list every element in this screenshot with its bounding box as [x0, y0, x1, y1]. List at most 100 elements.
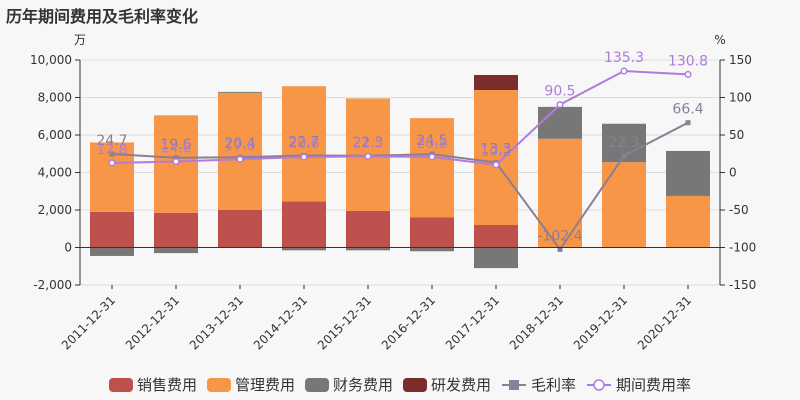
data-label-毛利率: 19.6 [160, 137, 191, 153]
bar-财务费用 [154, 247, 198, 254]
x-tick-label: 2019-12-31 [571, 293, 630, 352]
legend: 销售费用 管理费用 财务费用 研发费用 毛利率 期间费用率 [0, 374, 800, 396]
bar-管理费用 [666, 195, 710, 248]
data-label-期间费用率: 21.5 [352, 135, 383, 151]
legend-swatch [108, 377, 133, 392]
legend-label: 财务费用 [332, 376, 393, 394]
bar-财务费用 [410, 247, 454, 252]
x-tick-label: 2018-12-31 [507, 293, 566, 352]
data-label-毛利率: 24.7 [96, 133, 127, 149]
legend-item[interactable]: 期间费用率 [586, 374, 691, 395]
data-label-期间费用率: 20.8 [416, 136, 447, 152]
point-期间费用率 [684, 70, 692, 78]
bar-管理费用 [474, 90, 518, 225]
bar-销售费用 [154, 212, 198, 248]
data-label-期间费用率: 17.6 [224, 138, 255, 154]
point-毛利率 [173, 155, 179, 161]
y-left-tick-label: 0 [64, 241, 72, 255]
bar-财务费用 [474, 247, 518, 269]
point-毛利率 [621, 153, 627, 159]
bar-财务费用 [282, 247, 326, 251]
y-right-tick-label: 100 [729, 91, 752, 105]
y-left-tick-label: 10,000 [30, 53, 72, 67]
y-right-tick-label: -100 [729, 241, 756, 255]
x-tick-label: 2011-12-31 [59, 293, 118, 352]
point-期间费用率 [620, 67, 628, 75]
bar-管理费用 [218, 92, 262, 210]
bar-管理费用 [602, 162, 646, 248]
data-label-期间费用率: 90.5 [544, 84, 575, 100]
x-tick-label: 2013-12-31 [187, 293, 246, 352]
legend-label: 研发费用 [431, 376, 492, 394]
data-label-期间费用率: 10.2 [480, 144, 511, 160]
bar-销售费用 [346, 210, 390, 248]
lines [108, 67, 692, 252]
legend-swatch [206, 377, 231, 392]
bar-管理费用 [282, 86, 326, 202]
bar-销售费用 [410, 217, 454, 248]
point-期间费用率 [428, 153, 436, 161]
legend-label: 期间费用率 [616, 376, 692, 394]
data-label-毛利率: 24.5 [416, 133, 447, 149]
point-期间费用率 [492, 161, 500, 169]
y-right-tick-label: -150 [729, 278, 756, 292]
legend-item[interactable]: 财务费用 [304, 374, 393, 395]
y-left-tick-label: 4,000 [38, 166, 72, 180]
point-期间费用率 [108, 159, 116, 167]
point-期间费用率 [172, 158, 180, 166]
bar-销售费用 [474, 225, 518, 248]
bar-财务费用 [666, 150, 710, 196]
data-label-毛利率: 20.4 [224, 136, 255, 152]
y-right-tick-label: -50 [729, 203, 749, 217]
data-label-毛利率: 22.7 [288, 134, 319, 150]
x-tick-label: 2016-12-31 [379, 293, 438, 352]
y-axis-right: -150 -100 -50 0 50 100 150% [714, 33, 756, 292]
legend-item[interactable]: 销售费用 [108, 374, 197, 395]
data-label-毛利率: 13.3 [480, 142, 511, 158]
legend-label: 管理费用 [234, 376, 295, 394]
data-label-期间费用率: 135.3 [604, 50, 644, 66]
data-label-毛利率: -102.4 [537, 228, 582, 244]
point-毛利率 [557, 246, 563, 252]
legend-line-swatch [587, 378, 612, 391]
line-期间费用率 [111, 70, 689, 166]
bar-财务费用 [346, 247, 390, 251]
legend-swatch [403, 377, 427, 392]
bar-财务费用 [90, 247, 134, 256]
data-label-期间费用率: 14.6 [160, 141, 191, 157]
data-labels: 24.7 19.6 20.4 22.7 22.3 24.5 13.3 -102.4 22.3 66… [96, 50, 708, 244]
legend-label: 销售费用 [136, 376, 197, 394]
point-期间费用率 [364, 152, 372, 160]
legend-item[interactable]: 毛利率 [501, 374, 576, 395]
legend-item[interactable]: 管理费用 [206, 374, 295, 395]
legend-item[interactable]: 研发费用 [403, 374, 491, 395]
point-期间费用率 [236, 155, 244, 163]
y-left-tick-label: 8,000 [38, 91, 72, 105]
legend-swatch [304, 377, 329, 392]
bar-销售费用 [282, 201, 326, 248]
x-axis: 2011-12-31 2012-12-31 2013-12-31 2014-12-31… [59, 247, 720, 352]
x-tick-label: 2015-12-31 [315, 293, 374, 352]
point-毛利率 [109, 151, 115, 157]
point-毛利率 [685, 120, 691, 126]
y-right-tick-label: 0 [729, 166, 737, 180]
bar-财务费用 [218, 91, 262, 93]
legend-label: 毛利率 [531, 376, 577, 394]
bar-研发费用 [474, 75, 518, 90]
y-left-unit: 万 [74, 33, 86, 47]
point-期间费用率 [300, 153, 308, 161]
x-tick-label: 2017-12-31 [443, 293, 502, 352]
data-label-期间费用率: 130.8 [668, 53, 708, 69]
data-label-期间费用率: 20.6 [288, 136, 319, 152]
y-left-tick-label: 2,000 [38, 203, 72, 217]
bar-销售费用 [90, 211, 134, 248]
x-tick-label: 2014-12-31 [251, 293, 310, 352]
bars [90, 75, 710, 269]
y-right-tick-label: 50 [729, 128, 744, 142]
x-tick-label: 2012-12-31 [123, 293, 182, 352]
legend-line-swatch [502, 379, 527, 390]
data-label-毛利率: 22.3 [352, 135, 383, 151]
data-label-期间费用率: 12.8 [96, 142, 127, 158]
chart-title: 历年期间费用及毛利率变化 [6, 7, 199, 26]
